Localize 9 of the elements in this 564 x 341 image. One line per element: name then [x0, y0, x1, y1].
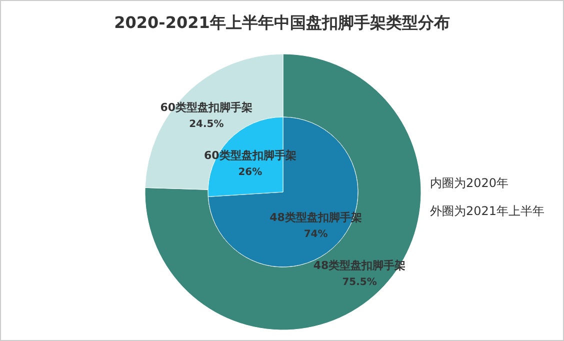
- data-label: 24.5%: [189, 119, 224, 130]
- data-label: 74%: [304, 228, 328, 240]
- slice-label: 60类型盘扣脚手架: [160, 101, 253, 114]
- chart-title: 2020-2021年上半年中国盘扣脚手架类型分布: [114, 13, 450, 32]
- donut-slice: [144, 54, 422, 330]
- data-label: 26%: [238, 167, 262, 178]
- data-label: 75.5%: [342, 276, 377, 288]
- text: 外圈为2021年上半年: [430, 204, 545, 218]
- text: 内圈为2020年: [430, 176, 509, 190]
